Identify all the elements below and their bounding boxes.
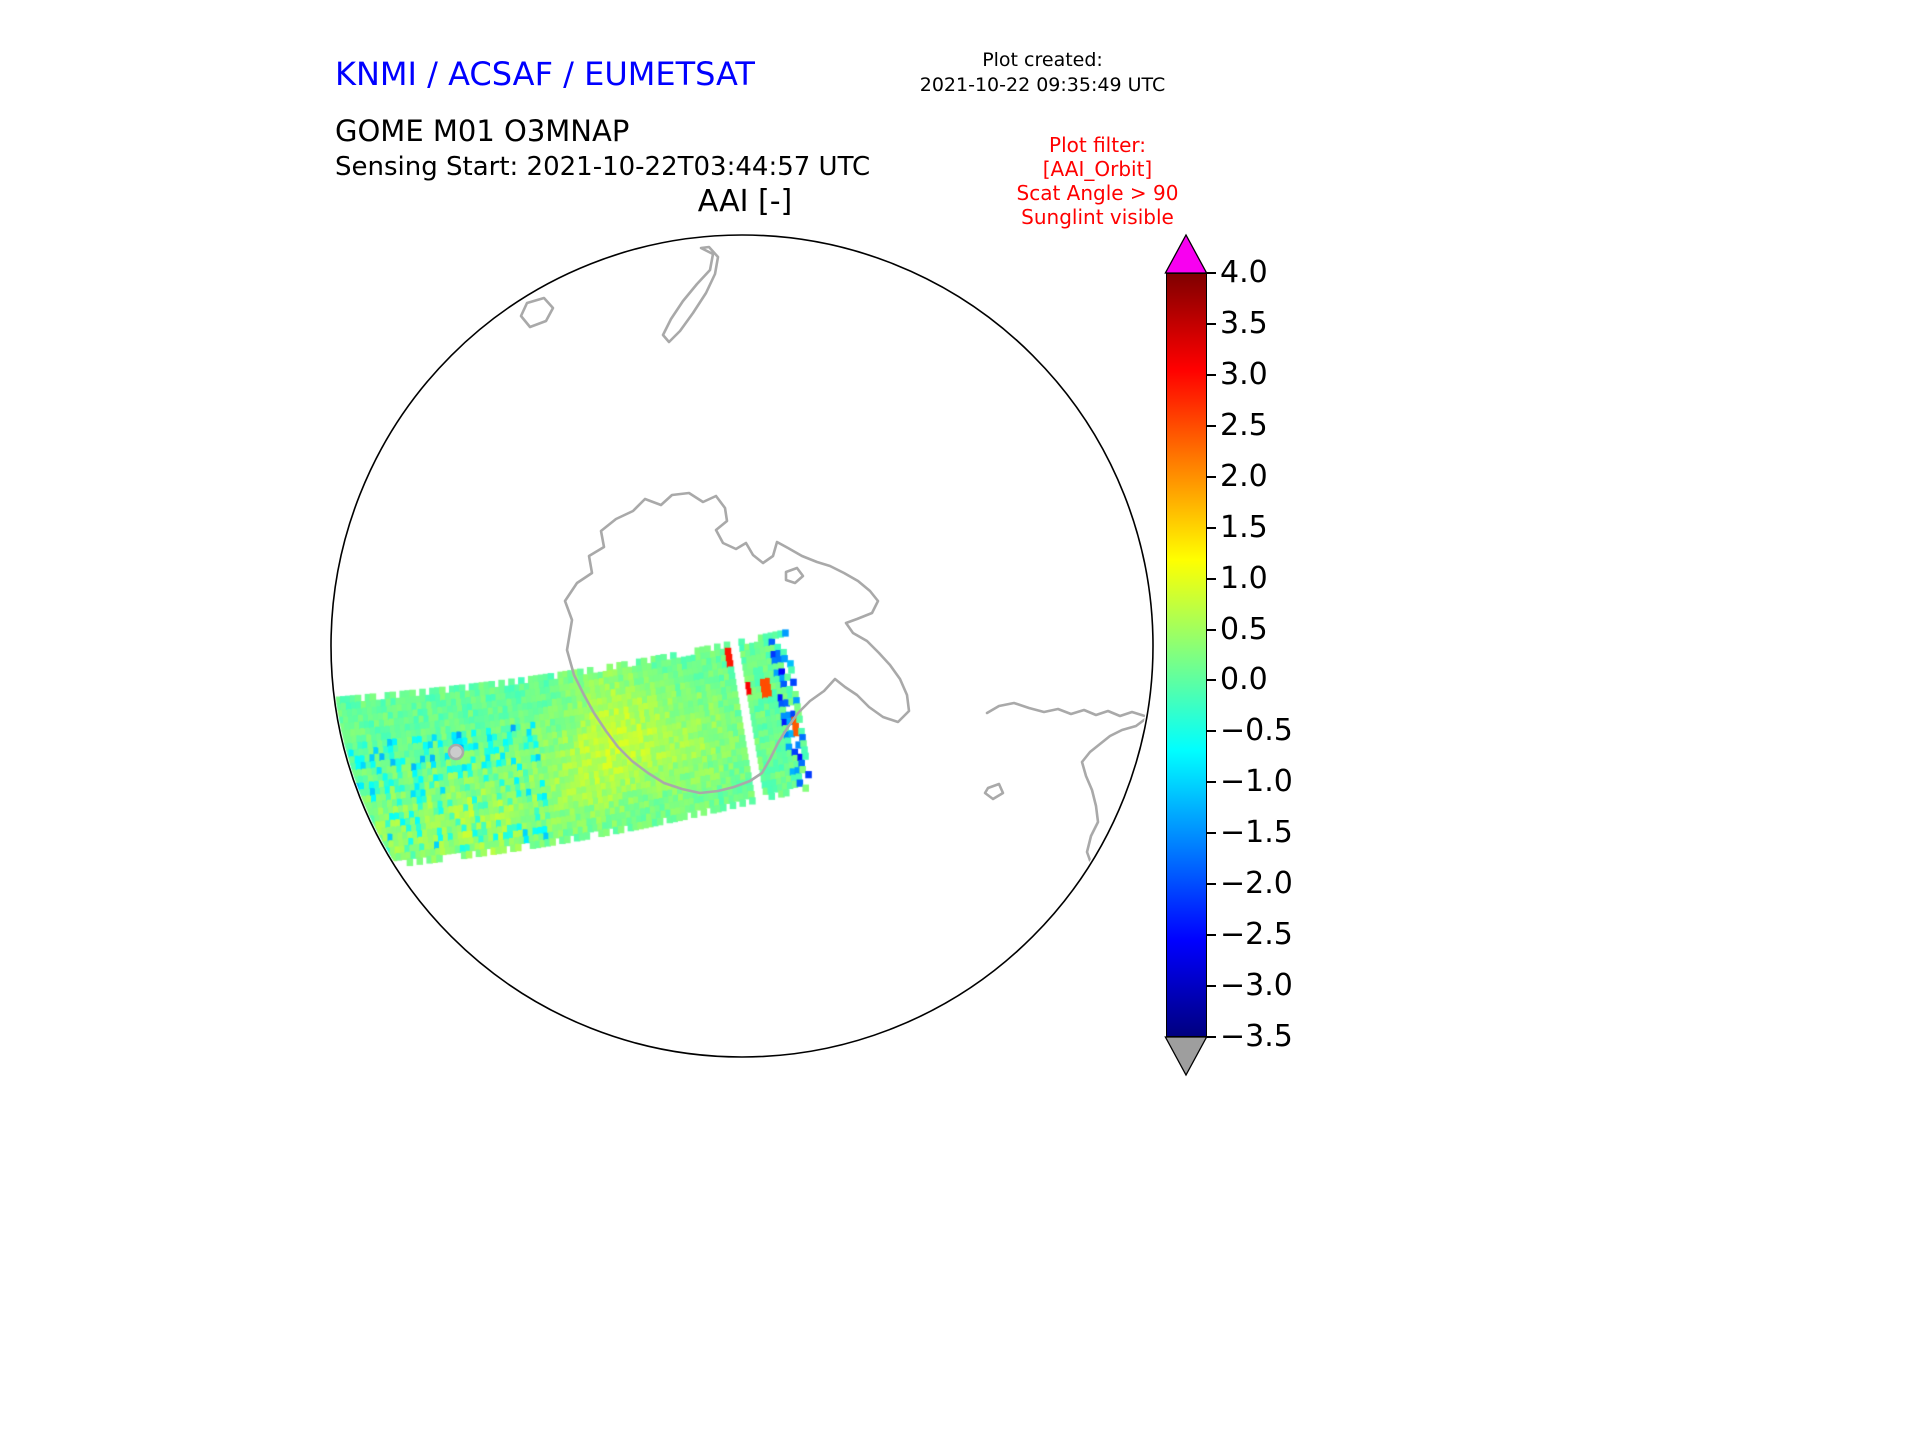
map-boundary-circle bbox=[330, 234, 1154, 1058]
colorbar-tick-label: −3.5 bbox=[1220, 1019, 1293, 1054]
plot-filter-line: Sunglint visible bbox=[1021, 205, 1174, 229]
colorbar-tick-mark bbox=[1207, 679, 1216, 682]
colorbar-tick-label: −3.0 bbox=[1220, 968, 1293, 1004]
colorbar-tick-mark bbox=[1207, 883, 1216, 886]
colorbar-tick-label: −2.0 bbox=[1220, 866, 1293, 902]
colorbar-tick-label: 0.0 bbox=[1220, 662, 1268, 698]
coastline-antarctica bbox=[563, 491, 911, 795]
coastline-island-right bbox=[983, 782, 1005, 801]
colorbar bbox=[1166, 273, 1207, 1037]
coastline-south-america-north bbox=[985, 701, 1150, 719]
colorbar-tick-mark bbox=[1207, 985, 1216, 988]
colorbar-tick-mark bbox=[1207, 730, 1216, 733]
colorbar-tick-mark bbox=[1207, 424, 1216, 427]
plot-title: AAI [-] bbox=[697, 184, 793, 219]
agency-title: KNMI / ACSAF / EUMETSAT bbox=[335, 55, 755, 93]
plot-created-label: Plot created: bbox=[982, 49, 1103, 71]
colorbar-tick-label: −0.5 bbox=[1220, 713, 1293, 749]
plot-filter-line: Scat Angle > 90 bbox=[1016, 181, 1179, 205]
sensing-start: Sensing Start: 2021-10-22T03:44:57 UTC bbox=[335, 152, 871, 182]
plot-filter-block: Plot filter: [AAI_Orbit] Scat Angle > 90… bbox=[985, 133, 1210, 229]
colorbar-tick-label: −2.5 bbox=[1220, 917, 1293, 953]
colorbar-tick-mark bbox=[1207, 322, 1216, 325]
coastline-island-small bbox=[519, 296, 555, 329]
plot-filter-line: [AAI_Orbit] bbox=[1042, 157, 1153, 181]
coastline-peninsula-island bbox=[784, 566, 805, 585]
colorbar-tick-mark bbox=[1207, 373, 1216, 376]
plot-created-timestamp: 2021-10-22 09:35:49 UTC bbox=[919, 74, 1166, 96]
colorbar-tick-label: −1.5 bbox=[1220, 815, 1293, 851]
colorbar-tick-mark bbox=[1207, 832, 1216, 835]
island-dot bbox=[447, 743, 465, 761]
colorbar-tick-label: 2.0 bbox=[1220, 458, 1268, 494]
colorbar-tick-label: 2.5 bbox=[1220, 407, 1268, 443]
colorbar-under-arrow bbox=[1164, 1036, 1208, 1077]
colorbar-tick-label: 0.5 bbox=[1220, 611, 1268, 647]
colorbar-tick-mark bbox=[1207, 475, 1216, 478]
plot-filter-line: Plot filter: bbox=[1049, 133, 1146, 157]
colorbar-tick-mark bbox=[1207, 526, 1216, 529]
colorbar-tick-label: 3.0 bbox=[1220, 356, 1268, 392]
colorbar-tick-mark bbox=[1207, 1036, 1216, 1038]
colorbar-tick-label: −1.0 bbox=[1220, 764, 1293, 800]
colorbar-tick-mark bbox=[1207, 781, 1216, 784]
colorbar-tick-label: 1.5 bbox=[1220, 509, 1268, 545]
colorbar-tick-label: 3.5 bbox=[1220, 305, 1268, 341]
plot-created-block: Plot created: 2021-10-22 09:35:49 UTC bbox=[915, 48, 1170, 98]
coastlines bbox=[447, 245, 1150, 876]
colorbar-tick-label: 4.0 bbox=[1220, 255, 1268, 290]
colorbar-tick-mark bbox=[1207, 272, 1216, 274]
colorbar-tick-label: 1.0 bbox=[1220, 560, 1268, 596]
colorbar-over-arrow bbox=[1164, 233, 1208, 274]
product-title: GOME M01 O3MNAP bbox=[335, 114, 630, 148]
colorbar-tick-mark bbox=[1207, 934, 1216, 937]
coastline-island-arc bbox=[661, 245, 720, 344]
colorbar-tick-mark bbox=[1207, 577, 1216, 580]
coastline-south-america-west bbox=[1080, 715, 1150, 876]
colorbar-tick-mark bbox=[1207, 628, 1216, 631]
